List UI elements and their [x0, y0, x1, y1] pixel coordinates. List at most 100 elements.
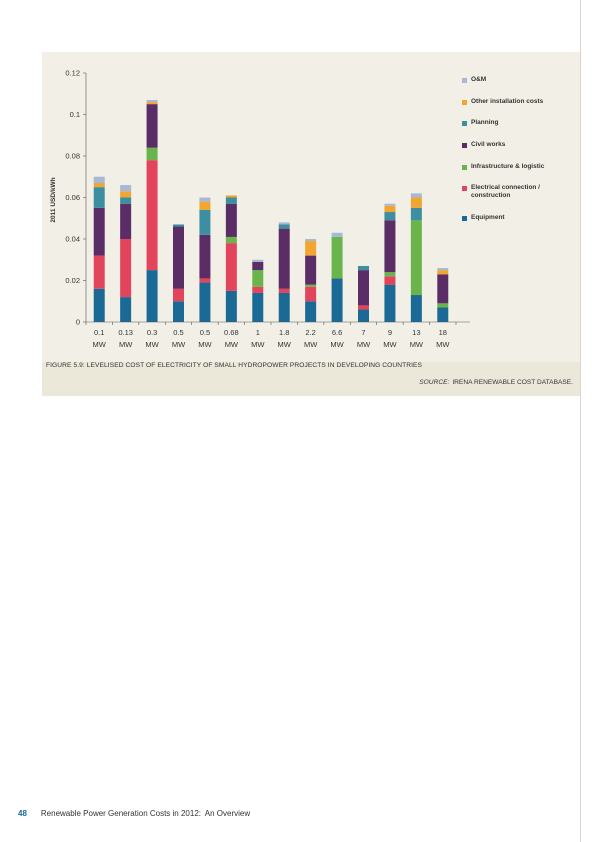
x-tick-label-unit: MW [119, 340, 133, 349]
bar-segment [252, 259, 264, 262]
bar-segment [146, 270, 158, 322]
bar-segment [331, 232, 343, 237]
bar-segment [410, 207, 422, 221]
legend-item: Planning [462, 119, 551, 127]
bar-stack [199, 197, 211, 322]
x-tick-label-unit: MW [330, 340, 344, 349]
bar-segment [358, 270, 369, 306]
y-axis-label: 2011 USD/kWh [50, 177, 57, 222]
bar-segment [278, 224, 290, 229]
bar-segment [225, 197, 237, 204]
legend-swatch [462, 142, 467, 148]
bar-stack [146, 99, 158, 322]
bar-segment [93, 187, 105, 208]
x-tick-label: 1.8 [279, 328, 289, 337]
bar-segment [278, 292, 290, 322]
bar-segment [410, 193, 422, 198]
y-tick-label: 0.12 [65, 68, 80, 77]
y-tick-label: 0.06 [65, 193, 80, 202]
x-tick-label: 2.2 [305, 328, 315, 337]
bar-segment [146, 99, 158, 103]
page-footer: 48 Renewable Power Generation Costs in 20… [18, 809, 250, 818]
page-number: 48 [18, 809, 27, 818]
bar-segment [146, 160, 158, 271]
x-tick-label-unit: MW [383, 340, 397, 349]
y-tick-label: 0.04 [65, 234, 80, 243]
bar-segment [120, 203, 132, 239]
bar-stack [252, 259, 264, 322]
x-tick-label: 0.1 [94, 328, 104, 337]
bar-segment [225, 290, 237, 322]
bar-segment [146, 104, 158, 148]
legend-swatch [462, 215, 467, 221]
x-tick-label: 6.6 [332, 328, 342, 337]
bar-segment [384, 284, 396, 322]
y-tick-label: 0.02 [65, 276, 80, 285]
legend-label: Civil works [471, 141, 506, 148]
x-axis: 0.1 MW 0.13 MW 0.3 MW 0.5 MW 0.5 MW 0.68 MW 1 MW 1.8 MW… [85, 321, 470, 349]
bar-segment [93, 207, 105, 256]
bar-segment [252, 286, 264, 293]
x-tick-label-unit: MW [251, 340, 265, 349]
bar-segment [278, 228, 290, 289]
legend-item: Equipment [462, 214, 551, 222]
source-text: IRENA Renewable Cost Database. [452, 379, 573, 386]
document-title: Renewable Power Generation Costs in 2012… [40, 809, 201, 818]
bar-segment [173, 288, 184, 302]
x-tick-label: 7 [361, 328, 365, 337]
x-tick-label-unit: MW [357, 340, 371, 349]
legend-label: Planning [471, 119, 499, 126]
bar-segment [305, 301, 317, 322]
bar-segment [305, 286, 317, 302]
legend-swatch [462, 120, 467, 126]
bar-segment [358, 309, 369, 322]
page-edge-rule [580, 0, 581, 842]
legend-label: Equipment [471, 214, 505, 221]
figure-panel [42, 52, 580, 396]
bar-segment [120, 239, 132, 298]
x-tick-label: 0.13 [118, 328, 133, 337]
legend-item: Infrastructure & logistic [462, 163, 551, 171]
bar-stack [93, 176, 105, 322]
x-tick-label-unit: MW [93, 340, 107, 349]
bar-segment [305, 241, 317, 256]
bar-segment [437, 307, 449, 322]
bar-segment [146, 102, 158, 105]
bar-stack [331, 232, 343, 322]
bar-segment [410, 295, 422, 322]
bar-segment [410, 220, 422, 296]
bar-segment [384, 212, 396, 221]
bar-stack [384, 203, 396, 322]
x-tick-label: 9 [388, 328, 392, 337]
bar-segment [120, 191, 132, 198]
y-tick-label: 0.1 [70, 110, 80, 119]
y-tick-label: 0 [76, 317, 80, 326]
x-tick-label-unit: MW [172, 340, 186, 349]
legend-item: Civil works [462, 141, 551, 149]
bar-segment [173, 226, 184, 289]
legend-swatch [462, 99, 467, 105]
bar-segment [384, 272, 396, 277]
bar-stack [225, 195, 237, 322]
bar-segment [437, 303, 449, 308]
x-tick-label: 1 [256, 328, 260, 337]
bar-segment [384, 220, 396, 273]
x-tick-label: 13 [412, 328, 420, 337]
x-tick-label-unit: MW [436, 340, 450, 349]
bar-segment [305, 239, 317, 242]
bar-segment [225, 195, 237, 198]
x-tick-label-unit: MW [410, 340, 424, 349]
bar-segment [331, 278, 343, 322]
legend-item: Electrical connection / construction [462, 184, 551, 200]
legend-label: Infrastructure & logistic [471, 163, 545, 170]
bar-segment [252, 292, 264, 322]
bar-segment [358, 305, 369, 310]
bar-segment [199, 201, 211, 210]
document-subtitle: An Overview [204, 809, 251, 818]
bar-segment [384, 276, 396, 285]
bar-segment [146, 147, 158, 161]
bar-segment [305, 255, 317, 285]
bar-segment [120, 297, 132, 322]
x-tick-label-unit: MW [198, 340, 212, 349]
bar-segment [252, 270, 264, 287]
